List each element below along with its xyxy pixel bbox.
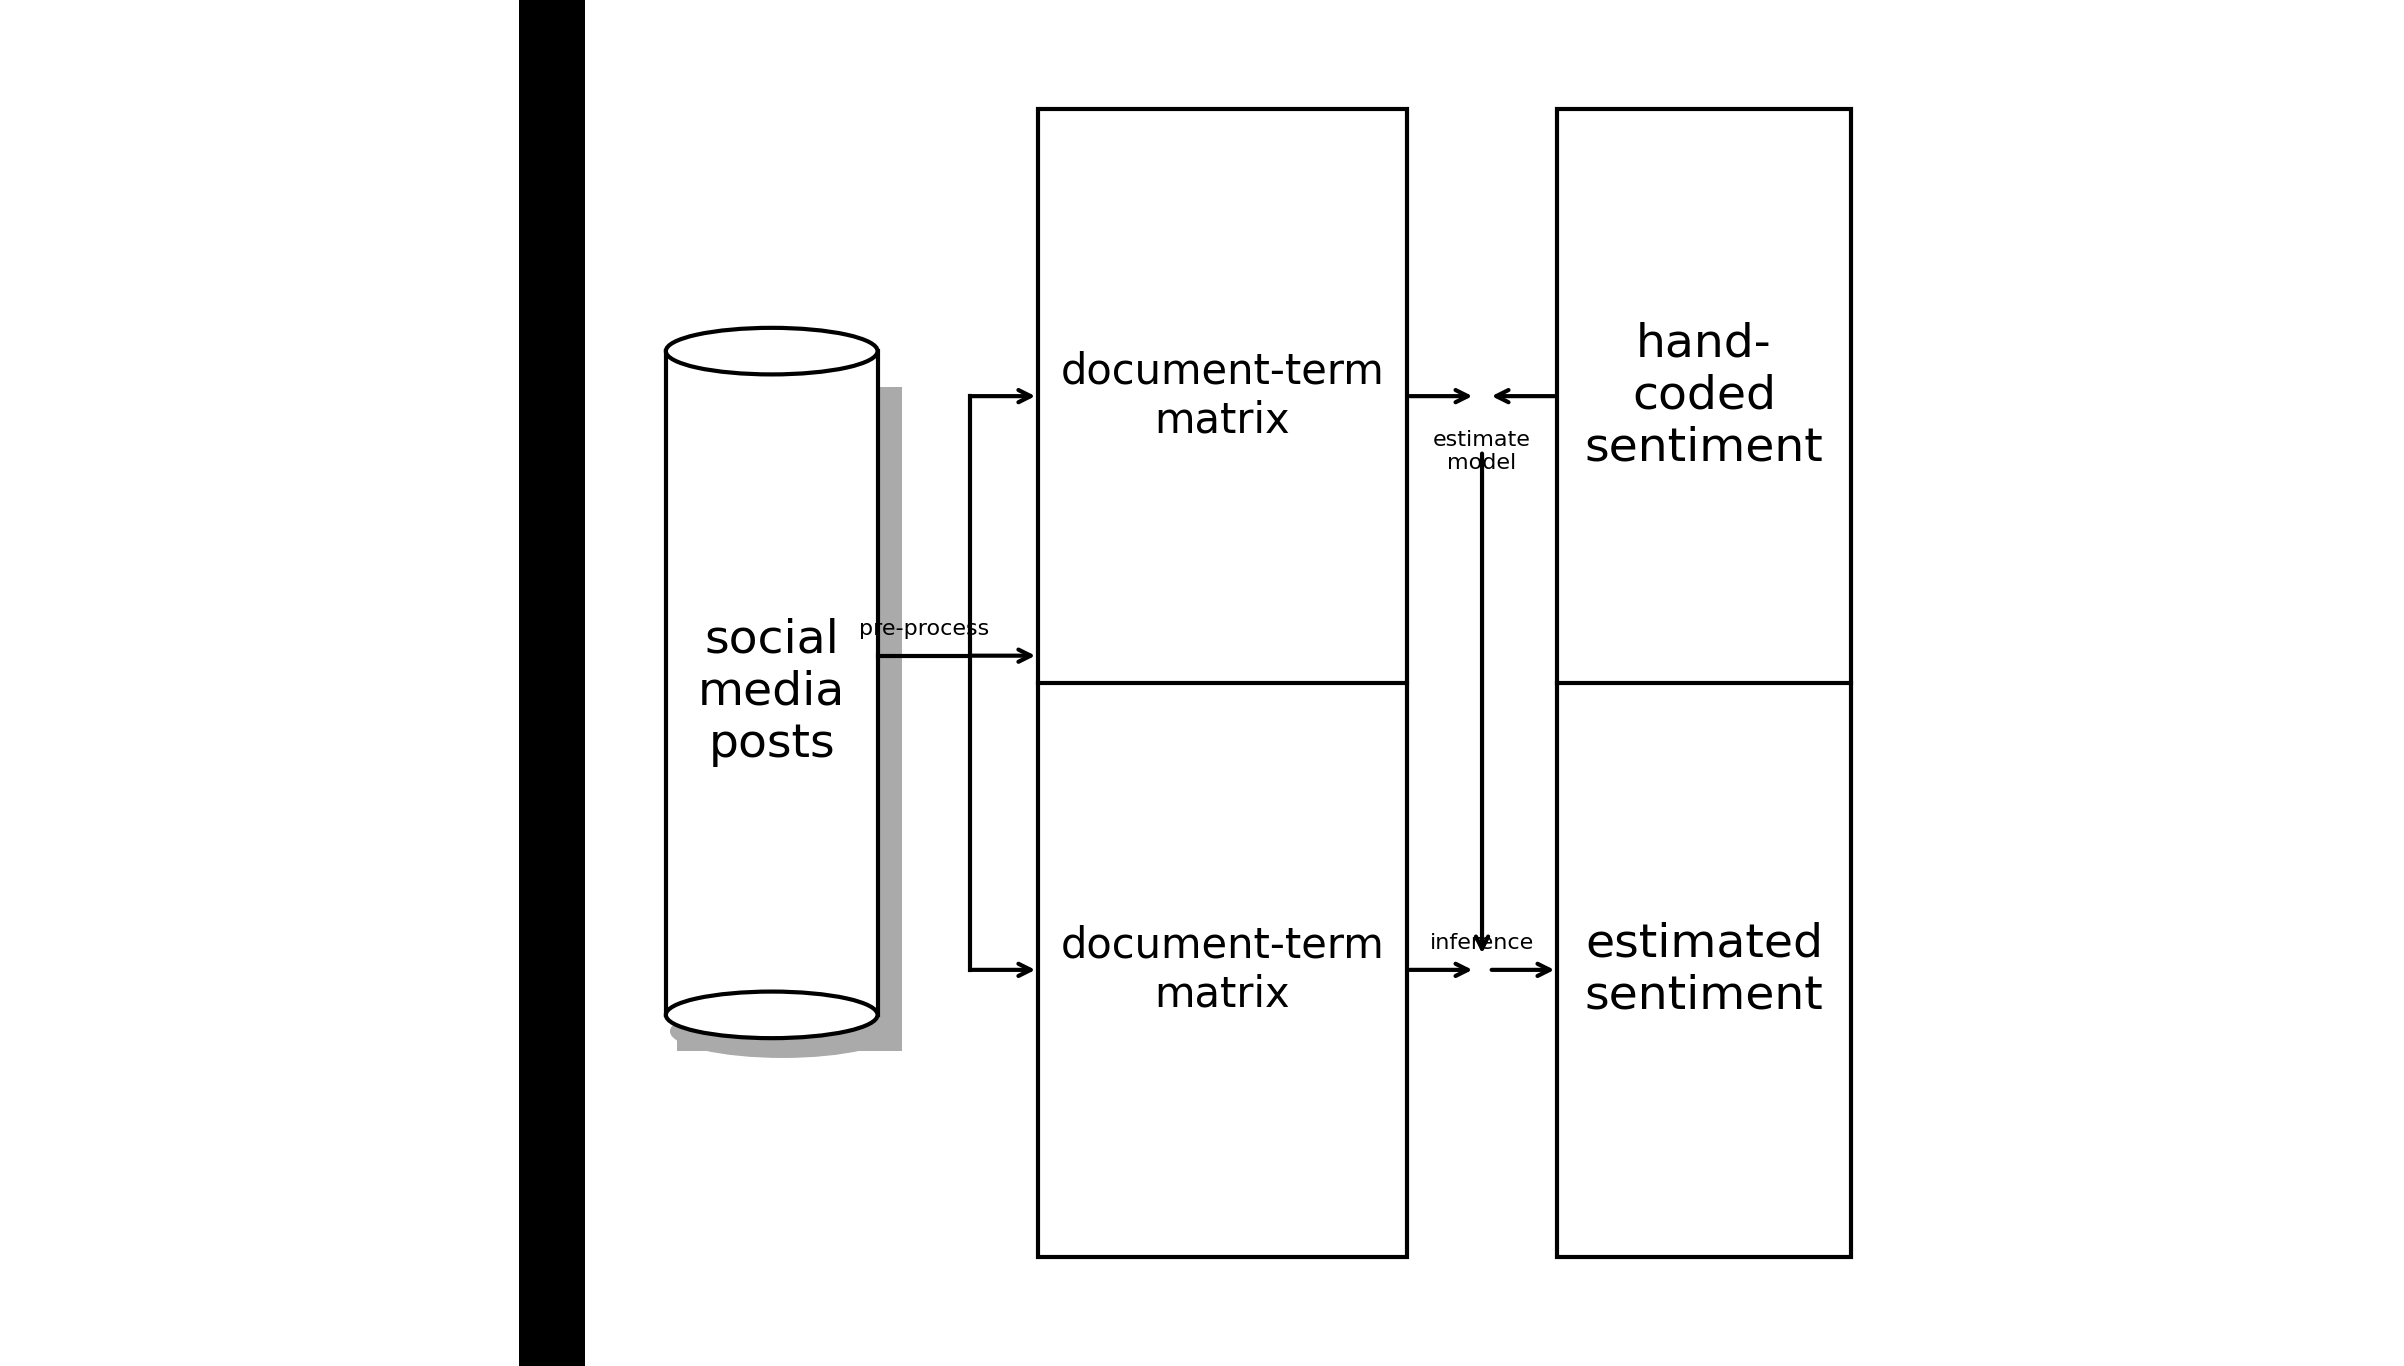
Ellipse shape [666,328,877,374]
Bar [678,388,902,1052]
Text: social
media
posts: social media posts [697,617,846,766]
Ellipse shape [666,992,877,1038]
Text: estimated
sentiment: estimated sentiment [1584,921,1822,1019]
Bar [666,351,877,1015]
Ellipse shape [671,1004,894,1057]
Bar [519,0,584,1366]
Text: inference: inference [1430,933,1534,953]
Bar [1558,109,1851,1257]
Text: document-term
matrix: document-term matrix [1060,351,1385,441]
Text: hand-
coded
sentiment: hand- coded sentiment [1584,321,1822,471]
Text: document-term
matrix: document-term matrix [1060,925,1385,1015]
Text: pre-process: pre-process [858,619,988,639]
Bar [1039,109,1406,1257]
Text: estimate
model: estimate model [1433,430,1531,474]
